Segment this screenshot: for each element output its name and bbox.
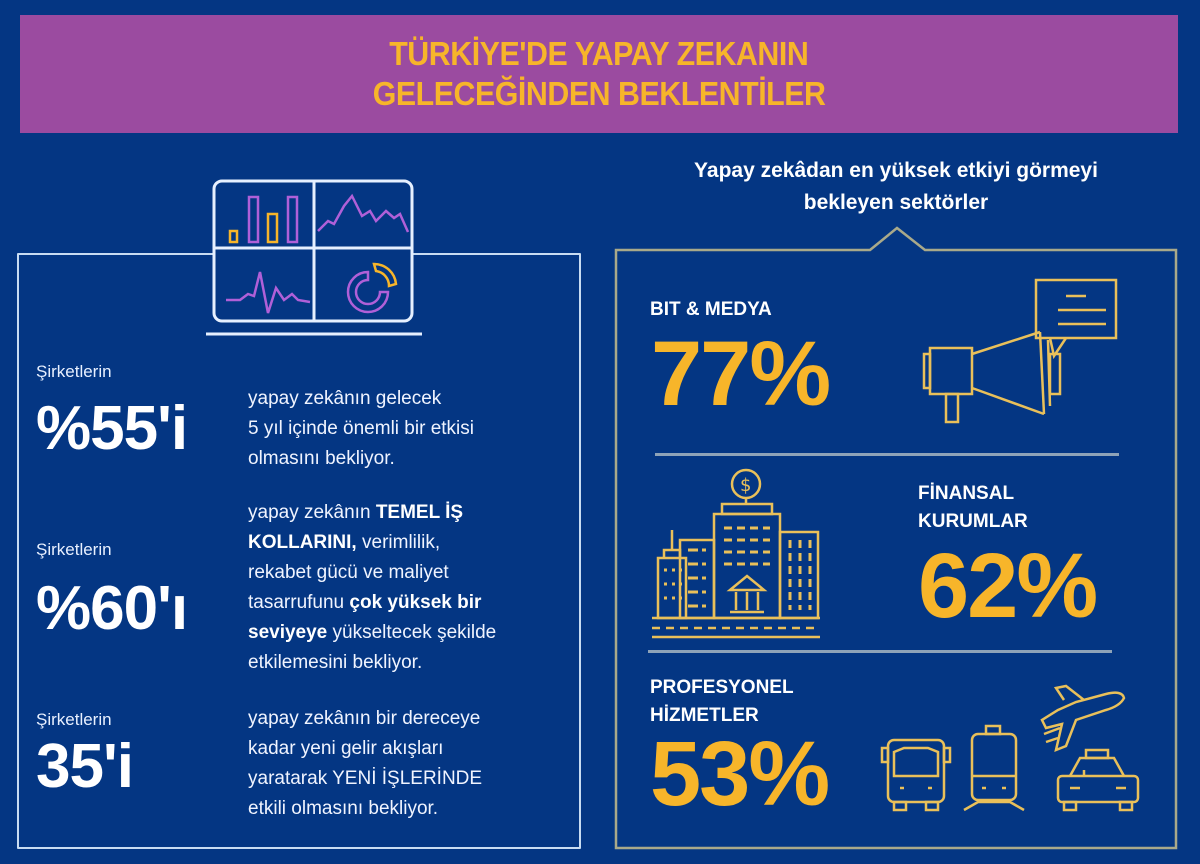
sector-divider [648, 650, 1112, 653]
heading-line-1: Yapay zekâdan en yüksek etkiyi görmeyi [694, 159, 1098, 182]
stat-value: %60'ı [36, 574, 188, 643]
desc-line: etkili olmasını bekliyor. [248, 798, 439, 819]
stat-60: Şirketlerin %60'ı yapay zekânın TEMEL İŞ… [36, 498, 576, 678]
title-line-2: GELECEĞİNDEN BEKLENTİLER [372, 75, 826, 112]
analytics-dashboard-icon [206, 179, 422, 336]
sector-name-bit-medya: BIT & MEDYA [650, 299, 772, 320]
megaphone-icon [922, 278, 1118, 424]
stat-description: yapay zekânın TEMEL İŞ KOLLARINI, veriml… [248, 498, 496, 678]
airplane-icon [1040, 684, 1126, 753]
sector-name-finansal-kurumlar: FİNANSAL KURUMLAR [918, 483, 1028, 532]
desc-line: seviyeye yükseltecek şekilde [248, 622, 497, 643]
heading-line-2: bekleyen sektörler [803, 191, 989, 214]
desc-line: kadar yeni gelir akışları [248, 738, 444, 759]
stat-description: yapay zekânın bir dereceye kadar yeni ge… [248, 704, 482, 824]
transport-icons [880, 684, 1140, 812]
stat-55: Şirketlerin %55'i yapay zekânın gelecek … [36, 360, 576, 480]
stat-35: Şirketlerin 35'i yapay zekânın bir derec… [36, 706, 576, 826]
stat-value: 35'i [36, 732, 134, 801]
desc-line: tasarrufunu çok yüksek bir [248, 592, 482, 613]
desc-line: 5 yıl içinde önemli bir etkisi [248, 418, 474, 439]
sector-percent: 77% [651, 323, 831, 425]
sector-divider [655, 453, 1119, 456]
stat-description: yapay zekânın gelecek 5 yıl içinde öneml… [248, 384, 474, 474]
taxi-icon [1056, 748, 1140, 812]
stat-value: %55'i [36, 394, 188, 463]
desc-line: yapay zekânın bir dereceye [248, 708, 481, 729]
stat-label: Şirketlerin [36, 710, 112, 729]
bus-icon [880, 738, 952, 812]
desc-line: rekabet gücü ve maliyet [248, 562, 449, 583]
stat-label: Şirketlerin [36, 362, 112, 381]
title-line-1: TÜRKİYE'DE YAPAY ZEKANIN [389, 35, 809, 72]
desc-line: KOLLARINI, verimlilik, [248, 532, 441, 553]
svg-text:$: $ [740, 475, 751, 496]
train-icon [963, 724, 1025, 812]
desc-line: olmasını bekliyor. [248, 448, 395, 469]
stat-label: Şirketlerin [36, 540, 112, 559]
bank-buildings-icon: $ [652, 468, 820, 639]
desc-line: etkilemesini bekliyor. [248, 652, 423, 673]
desc-line: yaratarak YENİ İŞLERİNDE [248, 768, 483, 789]
sectors-heading: Yapay zekâdan en yüksek etkiyi görmeyi b… [615, 155, 1177, 219]
sector-name-profesyonel-hizmetler: PROFESYONEL HİZMETLER [650, 677, 794, 726]
title-banner: TÜRKİYE'DE YAPAY ZEKANIN GELECEĞİNDEN BE… [20, 15, 1178, 133]
sector-percent: 62% [918, 535, 1098, 637]
desc-line: yapay zekânın TEMEL İŞ [248, 502, 464, 523]
desc-line: yapay zekânın gelecek [248, 388, 442, 409]
sector-percent: 53% [650, 723, 830, 825]
